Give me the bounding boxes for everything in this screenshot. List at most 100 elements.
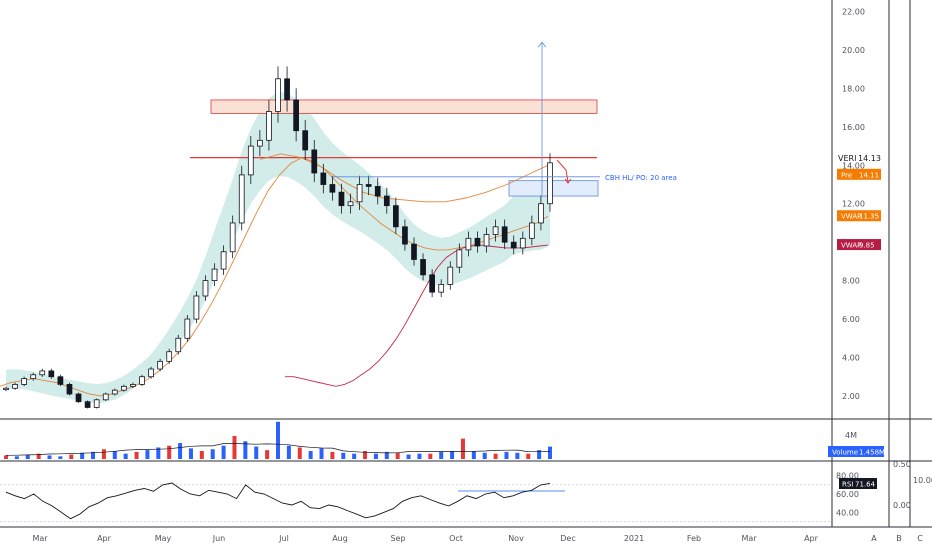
rsi-tick-label: 40.00 xyxy=(836,508,859,517)
projection-arrow xyxy=(556,159,569,183)
badge-bg xyxy=(837,210,881,222)
volume-bar xyxy=(515,452,520,459)
symbol-label: VERI xyxy=(838,154,856,163)
time-tick-label: Apr xyxy=(804,534,819,543)
candle-body xyxy=(93,399,100,408)
candle-body xyxy=(257,139,263,147)
candle-body xyxy=(492,226,499,235)
volume-bar xyxy=(221,445,226,459)
volume-badge-bg xyxy=(828,446,884,457)
volume-bar xyxy=(330,451,335,459)
time-tick-label: Aug xyxy=(332,534,348,543)
volume-bar xyxy=(69,454,74,459)
candle-body xyxy=(12,384,18,389)
candle-body xyxy=(220,251,227,270)
volume-bar xyxy=(243,441,248,459)
time-tick-label: Apr xyxy=(97,534,112,543)
candle-body xyxy=(483,234,490,247)
volume-bar xyxy=(25,454,30,459)
candle-body xyxy=(320,172,327,185)
candle-body xyxy=(338,191,345,207)
candle-body xyxy=(538,203,544,224)
volume-bar xyxy=(156,447,161,459)
candle-body xyxy=(383,195,390,207)
price-tick-label: 14.00 xyxy=(842,161,865,170)
candle-body xyxy=(393,205,399,228)
candle-body xyxy=(411,243,417,260)
price-tick-label: 16.00 xyxy=(842,123,865,132)
volume-bar xyxy=(265,450,270,459)
time-tick-label: 2021 xyxy=(624,534,644,543)
volume-bar xyxy=(341,452,346,459)
candle-body xyxy=(275,78,281,112)
candle-body xyxy=(130,384,136,387)
candle-body xyxy=(429,274,435,293)
volume-bar xyxy=(417,453,422,459)
price-tick-label: 12.00 xyxy=(842,200,865,209)
volume-bar xyxy=(395,452,400,459)
volume-bar xyxy=(384,451,389,459)
volume-bar xyxy=(319,448,324,459)
candle-body xyxy=(102,393,109,401)
candle-body xyxy=(229,222,236,253)
candle-body xyxy=(75,393,82,403)
candle-body xyxy=(157,360,163,370)
rsi-badge-bg xyxy=(839,478,877,489)
volume-bar xyxy=(286,445,291,459)
candle-body xyxy=(347,201,354,207)
volume-bar xyxy=(167,445,172,459)
volume-bar xyxy=(91,451,96,459)
indicator-line-layer xyxy=(0,153,549,397)
candle-body xyxy=(402,226,408,245)
time-tick-label: Feb xyxy=(687,534,701,543)
time-tick-label: Mar xyxy=(32,534,48,543)
price-tick-label: 18.00 xyxy=(842,84,865,93)
candle-body xyxy=(438,284,445,293)
candle-body xyxy=(111,389,118,395)
badge-bg xyxy=(837,168,881,180)
candle-body xyxy=(211,268,218,282)
candle-body xyxy=(3,387,9,391)
price-tick-label: 8.00 xyxy=(842,277,860,286)
candle-body xyxy=(202,280,209,297)
candle-body xyxy=(48,370,55,378)
candle-body xyxy=(365,184,372,187)
candle-body xyxy=(121,385,127,391)
price-tick-label: 6.00 xyxy=(842,315,860,324)
rail-label: B xyxy=(896,534,902,543)
volume-bar xyxy=(36,453,41,459)
right-rail-tick: 10.00 xyxy=(913,476,932,485)
volume-bar xyxy=(145,450,150,459)
candle-body xyxy=(284,78,290,101)
candle-body xyxy=(447,266,454,285)
time-tick-label: Jun xyxy=(212,534,226,543)
annotation-text: CBH HL/ PO: 20 area xyxy=(605,174,677,182)
candle-body xyxy=(311,149,318,174)
candle-body xyxy=(465,237,472,251)
volume-bar xyxy=(493,453,498,459)
candle-body xyxy=(510,241,517,249)
volume-bar xyxy=(450,451,455,459)
rsi-line xyxy=(5,482,551,520)
volume-badge-label: Volume xyxy=(832,449,858,457)
badge-value: 14.11 xyxy=(859,171,879,179)
time-tick-label: Sep xyxy=(390,534,405,543)
time-tick-label: May xyxy=(155,534,172,543)
candle-body xyxy=(193,295,200,320)
volume-tick-label: 4M xyxy=(845,431,857,440)
badge-label: Pre xyxy=(841,171,852,179)
price-tick-label: 20.00 xyxy=(842,46,865,55)
time-tick-label: Mar xyxy=(741,534,757,543)
support-zone xyxy=(508,180,599,197)
candle-body xyxy=(302,130,309,151)
candle-body xyxy=(184,318,191,339)
candle-body xyxy=(519,237,526,249)
annotation-layer: CBH HL/ PO: 20 area xyxy=(331,41,677,197)
candle-body xyxy=(501,226,508,243)
volume-bar xyxy=(526,453,531,459)
time-tick-label: Jul xyxy=(278,534,289,543)
volume-bar xyxy=(482,452,487,459)
rsi-right-tick: 0.00 xyxy=(893,501,911,510)
